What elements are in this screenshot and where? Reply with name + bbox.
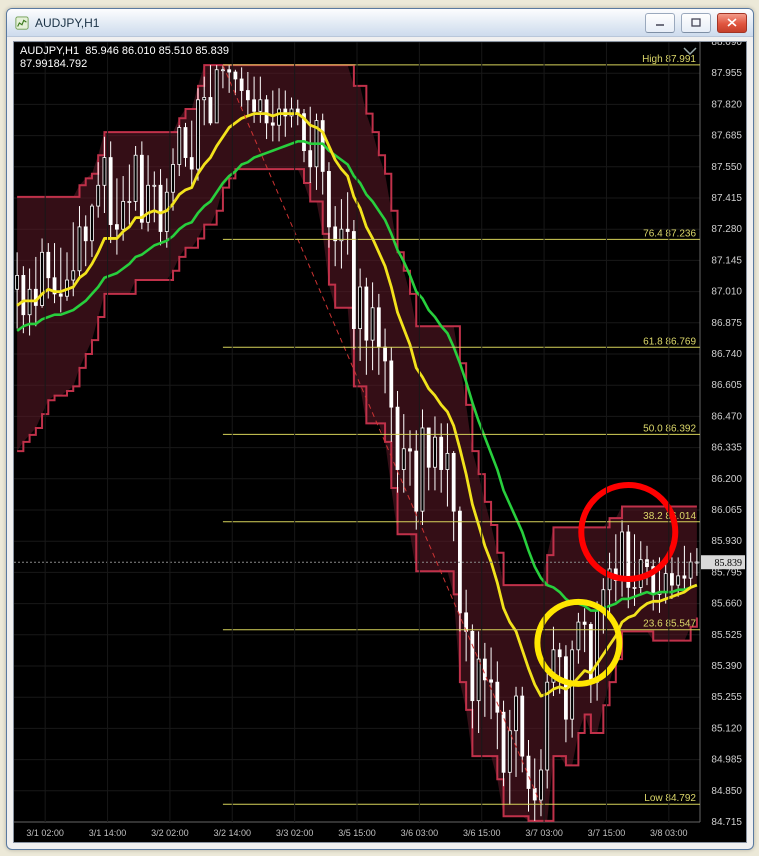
svg-text:85.120: 85.120 <box>711 723 742 734</box>
svg-text:76.4 87.236: 76.4 87.236 <box>643 228 696 239</box>
svg-text:87.955: 87.955 <box>711 68 742 79</box>
svg-text:3/2 02:00: 3/2 02:00 <box>151 828 189 838</box>
svg-text:85.255: 85.255 <box>711 692 742 703</box>
svg-text:88.090: 88.090 <box>711 42 742 48</box>
svg-text:84.850: 84.850 <box>711 786 742 797</box>
svg-text:3/6 03:00: 3/6 03:00 <box>401 828 439 838</box>
window-title: AUDJPY,H1 <box>35 16 99 30</box>
svg-text:87.550: 87.550 <box>711 162 742 173</box>
svg-text:87.685: 87.685 <box>711 131 742 142</box>
svg-text:61.8 86.769: 61.8 86.769 <box>643 336 696 347</box>
svg-text:86.875: 86.875 <box>711 318 742 329</box>
svg-text:85.660: 85.660 <box>711 599 742 610</box>
maximize-icon <box>691 18 701 27</box>
svg-text:3/6 15:00: 3/6 15:00 <box>463 828 501 838</box>
svg-text:3/3 02:00: 3/3 02:00 <box>276 828 314 838</box>
svg-text:84.715: 84.715 <box>711 817 742 828</box>
close-icon <box>727 18 737 27</box>
svg-text:85.525: 85.525 <box>711 630 742 641</box>
svg-text:87.010: 87.010 <box>711 287 742 298</box>
svg-text:86.470: 86.470 <box>711 411 742 422</box>
svg-text:3/2 14:00: 3/2 14:00 <box>213 828 251 838</box>
svg-text:3/5 15:00: 3/5 15:00 <box>338 828 376 838</box>
app-icon <box>15 16 29 30</box>
svg-text:86.740: 86.740 <box>711 349 742 360</box>
svg-text:86.335: 86.335 <box>711 443 742 454</box>
svg-text:84.985: 84.985 <box>711 755 742 766</box>
svg-text:86.065: 86.065 <box>711 505 742 516</box>
ohlc-overlay: AUDJPY,H1 85.946 86.010 85.510 85.839 87… <box>20 45 229 71</box>
chart-area[interactable]: AUDJPY,H1 85.946 86.010 85.510 85.839 87… <box>13 41 747 843</box>
svg-text:23.6 85.547: 23.6 85.547 <box>643 619 696 630</box>
svg-text:87.145: 87.145 <box>711 255 742 266</box>
close-button[interactable] <box>717 13 747 33</box>
svg-text:87.820: 87.820 <box>711 99 742 110</box>
svg-text:3/1 02:00: 3/1 02:00 <box>26 828 64 838</box>
app-window: AUDJPY,H1 AUDJPY,H1 85.946 86.010 85.510… <box>6 8 754 850</box>
svg-text:3/1 14:00: 3/1 14:00 <box>89 828 127 838</box>
svg-text:87.415: 87.415 <box>711 193 742 204</box>
svg-text:Low 84.792: Low 84.792 <box>644 793 696 804</box>
svg-text:3/7 03:00: 3/7 03:00 <box>525 828 563 838</box>
chart-svg: 88.090 87.955 87.820 87.685 87.550 87.415 87.2… <box>14 42 746 842</box>
svg-text:87.280: 87.280 <box>711 224 742 235</box>
svg-text:85.390: 85.390 <box>711 661 742 672</box>
svg-text:86.605: 86.605 <box>711 380 742 391</box>
maximize-button[interactable] <box>681 13 711 33</box>
svg-text:3/7 15:00: 3/7 15:00 <box>588 828 626 838</box>
svg-text:3/8 03:00: 3/8 03:00 <box>650 828 688 838</box>
minimize-button[interactable] <box>645 13 675 33</box>
minimize-icon <box>655 19 665 27</box>
svg-text:50.0 86.392: 50.0 86.392 <box>643 423 696 434</box>
svg-text:85.839: 85.839 <box>715 558 743 569</box>
svg-text:86.200: 86.200 <box>711 474 742 485</box>
svg-text:85.930: 85.930 <box>711 536 742 547</box>
titlebar: AUDJPY,H1 <box>7 9 753 37</box>
